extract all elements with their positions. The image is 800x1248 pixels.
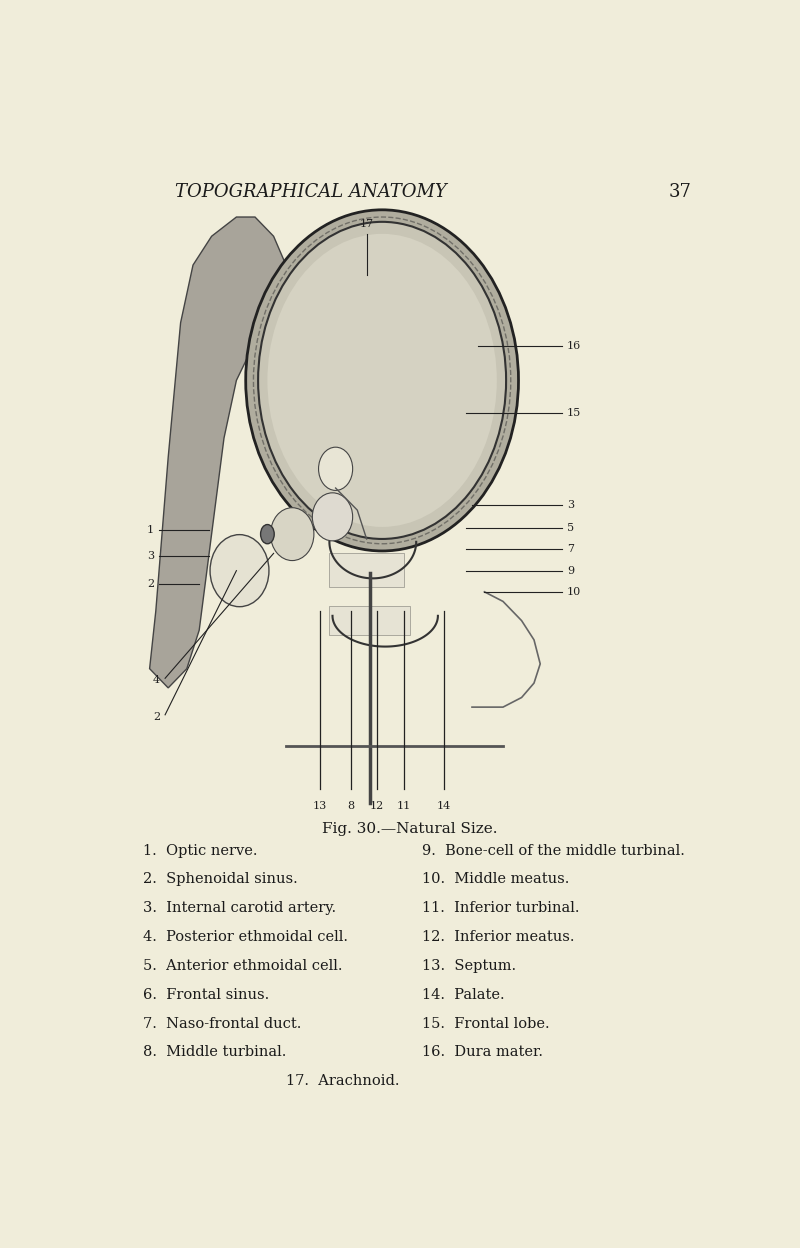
Text: 13.  Septum.: 13. Septum. <box>422 958 517 973</box>
Text: 4.  Posterior ethmoidal cell.: 4. Posterior ethmoidal cell. <box>143 930 349 943</box>
Text: 11: 11 <box>397 801 411 811</box>
Text: 14.  Palate.: 14. Palate. <box>422 987 505 1002</box>
Text: 3.  Internal carotid artery.: 3. Internal carotid artery. <box>143 901 337 915</box>
Text: 3: 3 <box>567 500 574 510</box>
Text: 4: 4 <box>153 675 160 685</box>
Text: 7: 7 <box>567 544 574 554</box>
Text: 5.  Anterior ethmoidal cell.: 5. Anterior ethmoidal cell. <box>143 958 343 973</box>
Text: 1.  Optic nerve.: 1. Optic nerve. <box>143 844 258 857</box>
Bar <box>330 607 410 635</box>
Text: 2.  Sphenoidal sinus.: 2. Sphenoidal sinus. <box>143 872 298 886</box>
Text: 17: 17 <box>359 218 374 228</box>
Text: 17.  Arachnoid.: 17. Arachnoid. <box>286 1075 399 1088</box>
Ellipse shape <box>210 534 269 607</box>
Text: 37: 37 <box>668 183 691 201</box>
Text: 16: 16 <box>567 341 581 351</box>
Ellipse shape <box>246 210 518 550</box>
Ellipse shape <box>318 447 353 490</box>
Text: 13: 13 <box>313 801 327 811</box>
Text: Fig. 30.—Natural Size.: Fig. 30.—Natural Size. <box>322 822 498 836</box>
Text: 7.  Naso-frontal duct.: 7. Naso-frontal duct. <box>143 1017 302 1031</box>
Text: 1: 1 <box>147 525 154 535</box>
Text: 9.  Bone-cell of the middle turbinal.: 9. Bone-cell of the middle turbinal. <box>422 844 686 857</box>
Text: TOPOGRAPHICAL ANATOMY: TOPOGRAPHICAL ANATOMY <box>175 183 446 201</box>
Text: 3: 3 <box>147 552 154 562</box>
Ellipse shape <box>267 233 497 527</box>
Text: 9: 9 <box>567 565 574 575</box>
Text: 12.  Inferior meatus.: 12. Inferior meatus. <box>422 930 575 943</box>
Polygon shape <box>150 217 286 688</box>
Text: 8: 8 <box>347 801 354 811</box>
Text: 10.  Middle meatus.: 10. Middle meatus. <box>422 872 570 886</box>
Ellipse shape <box>261 524 274 544</box>
Text: 2: 2 <box>153 711 160 721</box>
Ellipse shape <box>258 222 506 539</box>
Text: 14: 14 <box>437 801 451 811</box>
Bar <box>150 202 670 817</box>
Ellipse shape <box>270 508 314 560</box>
Text: 15.  Frontal lobe.: 15. Frontal lobe. <box>422 1017 550 1031</box>
Text: 6.  Frontal sinus.: 6. Frontal sinus. <box>143 987 270 1002</box>
Text: 5: 5 <box>567 523 574 533</box>
Text: 12: 12 <box>370 801 384 811</box>
Text: 15: 15 <box>567 408 581 418</box>
Text: 2: 2 <box>147 579 154 589</box>
Text: 11.  Inferior turbinal.: 11. Inferior turbinal. <box>422 901 580 915</box>
Text: 16.  Dura mater.: 16. Dura mater. <box>422 1046 543 1060</box>
Bar <box>330 553 404 587</box>
Ellipse shape <box>312 493 353 540</box>
Text: 8.  Middle turbinal.: 8. Middle turbinal. <box>143 1046 286 1060</box>
Text: 10: 10 <box>567 587 581 597</box>
